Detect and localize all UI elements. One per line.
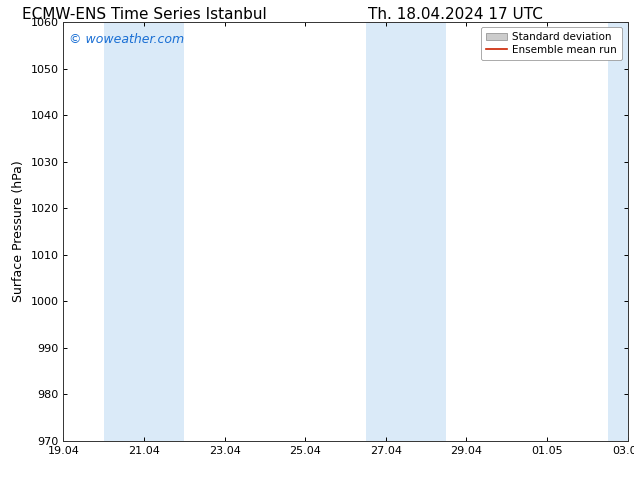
Text: ECMW-ENS Time Series Istanbul: ECMW-ENS Time Series Istanbul — [22, 7, 266, 23]
Bar — [366, 22, 446, 441]
Text: © woweather.com: © woweather.com — [69, 32, 184, 46]
Text: Th. 18.04.2024 17 UTC: Th. 18.04.2024 17 UTC — [368, 7, 543, 23]
Legend: Standard deviation, Ensemble mean run: Standard deviation, Ensemble mean run — [481, 27, 623, 60]
Bar — [104, 22, 184, 441]
Bar — [607, 22, 628, 441]
Y-axis label: Surface Pressure (hPa): Surface Pressure (hPa) — [12, 161, 25, 302]
